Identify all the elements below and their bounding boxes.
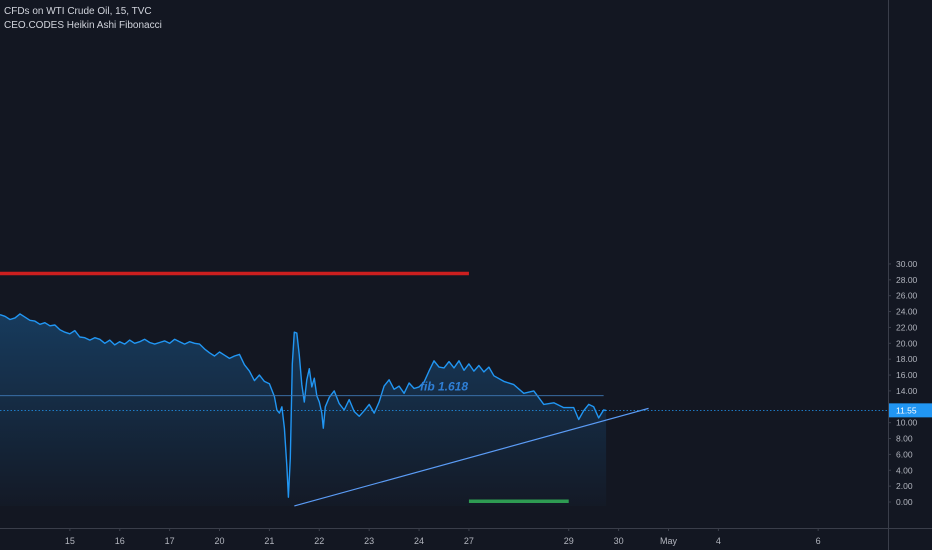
- y-tick-label: 2.00: [896, 481, 913, 491]
- x-tick-label: 16: [115, 536, 125, 546]
- y-tick-label: 20.00: [896, 338, 918, 348]
- last-price-label: 11.55: [896, 405, 917, 415]
- x-tick-label: May: [660, 536, 678, 546]
- y-tick-label: 24.00: [896, 307, 918, 317]
- x-tick-label: 6: [816, 536, 821, 546]
- fib-label: fib 1.618: [420, 380, 468, 394]
- y-tick-label: 16.00: [896, 370, 918, 380]
- y-tick-label: 8.00: [896, 434, 913, 444]
- y-tick-label: 14.00: [896, 386, 918, 396]
- x-tick-label: 22: [314, 536, 324, 546]
- x-tick-label: 21: [264, 536, 274, 546]
- y-tick-label: 18.00: [896, 354, 918, 364]
- y-tick-label: 28.00: [896, 275, 918, 285]
- y-tick-label: 22.00: [896, 322, 918, 332]
- y-tick-label: 30.00: [896, 259, 918, 269]
- y-tick-label: 0.00: [896, 497, 913, 507]
- indicator-label: CEO.CODES Heikin Ashi Fibonacci: [4, 20, 162, 31]
- price-area-fill: [0, 313, 607, 506]
- x-tick-label: 27: [464, 536, 474, 546]
- y-tick-label: 4.00: [896, 465, 913, 475]
- y-tick-label: 6.00: [896, 449, 913, 459]
- x-tick-label: 30: [614, 536, 624, 546]
- x-tick-label: 20: [214, 536, 224, 546]
- x-tick-label: 17: [165, 536, 175, 546]
- x-tick-label: 15: [65, 536, 75, 546]
- x-tick-label: 4: [716, 536, 721, 546]
- x-tick-label: 29: [564, 536, 574, 546]
- chart-title: CFDs on WTI Crude Oil, 15, TVC: [4, 6, 152, 17]
- y-tick-label: 26.00: [896, 291, 918, 301]
- x-tick-label: 23: [364, 536, 374, 546]
- price-line: [0, 313, 607, 498]
- trendline: [294, 407, 649, 507]
- y-tick-label: 10.00: [896, 418, 918, 428]
- last-price-badge: [889, 403, 932, 418]
- x-tick-label: 24: [414, 536, 424, 546]
